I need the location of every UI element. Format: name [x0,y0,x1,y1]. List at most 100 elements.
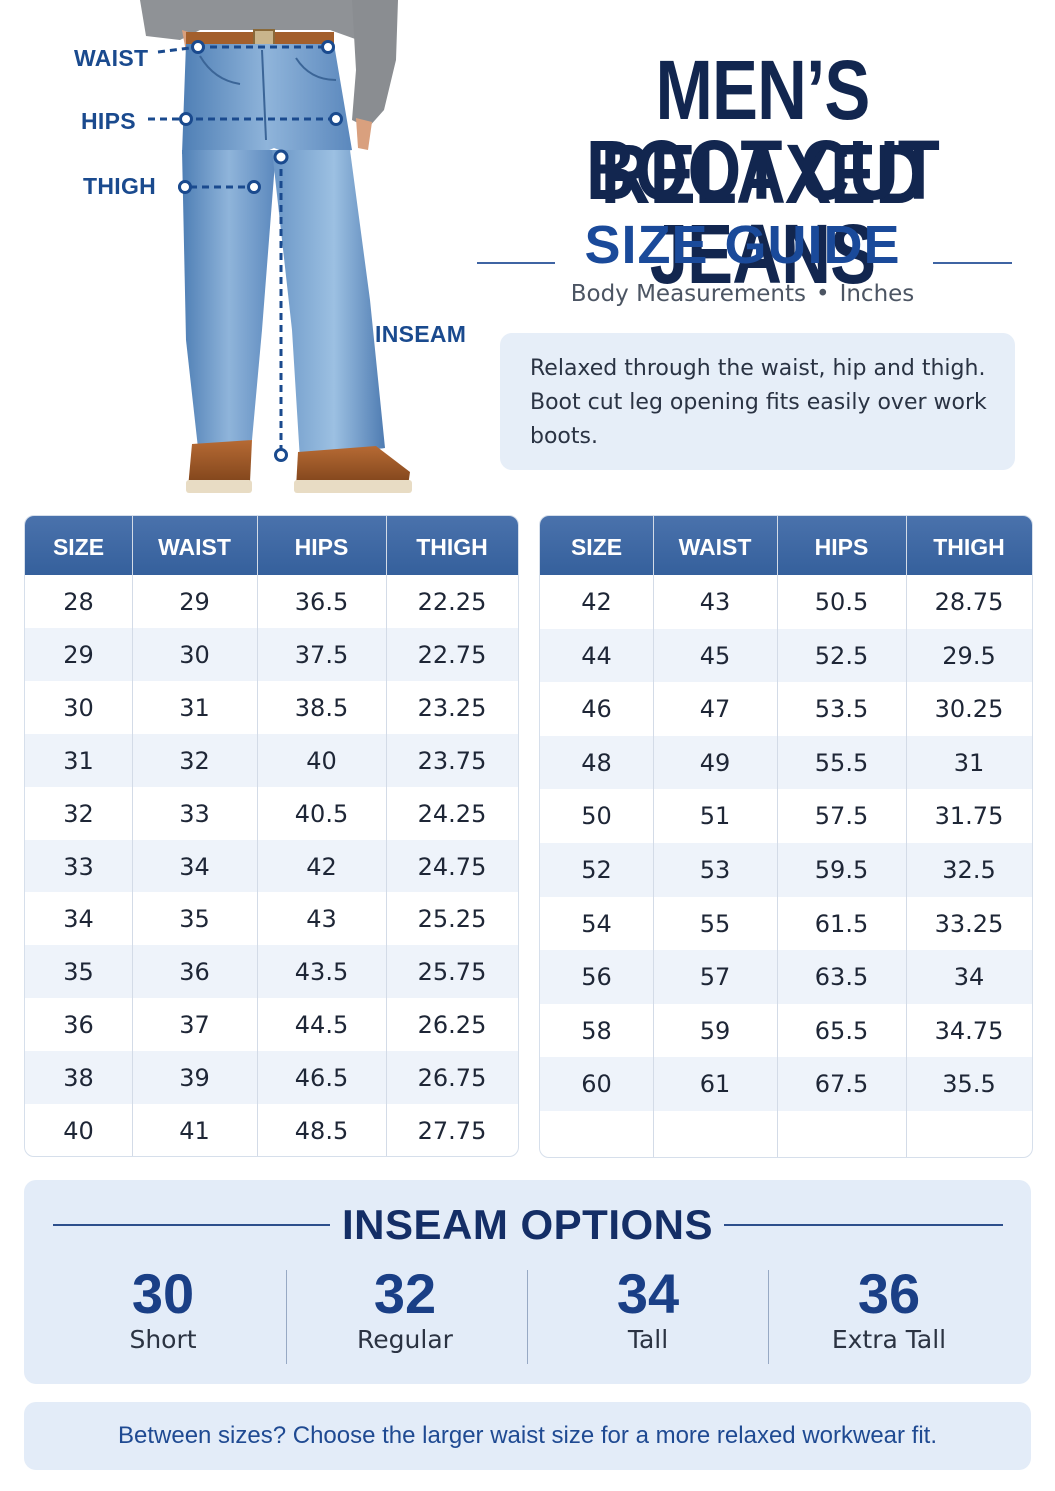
cell-size: 30 [63,693,94,722]
cell-size: 54 [581,909,612,938]
cell-waist: 35 [179,905,210,934]
cell-hips: 63.5 [814,963,869,992]
inseam-value: 30 [131,1262,195,1325]
size-table-left: SIZE WAIST HIPS THIGH 28 29 36.5 22.25 29 30 37.5 2… [24,515,519,1157]
table-row: 31 32 40 23.75 [25,733,518,787]
sizing-tip-text: Between sizes? Choose the larger waist s… [117,1422,938,1449]
table-row: 48 49 55.5 31 [540,735,1032,790]
cell-thigh: 23.75 [417,746,487,775]
cell-thigh: 31 [953,748,985,777]
cell-size: 28 [63,588,94,616]
cell-size: 58 [581,1016,612,1045]
cell-thigh: 32.5 [942,856,996,884]
table-row: 60 61 67.5 35.5 [540,1057,1032,1111]
column-header-thigh: THIGH [416,534,488,560]
cell-hips: 37.5 [294,640,349,669]
cell-size: 32 [63,799,94,828]
inseam-rule-left [53,1224,330,1226]
table-row: 58 59 65.5 34.75 [540,1004,1032,1058]
table-row: 35 36 43.5 25.75 [25,945,518,999]
cell-thigh: 31.75 [934,802,1004,831]
inseam-value: 36 [857,1262,921,1325]
cell-hips: 65.5 [814,1016,869,1045]
cell-size: 35 [63,958,94,987]
table-row: 28 29 36.5 22.25 [25,575,518,628]
cell-size: 52 [581,856,612,884]
thigh-label: THIGH [83,173,157,199]
table-row: 50 51 57.5 31.75 [540,789,1032,843]
cell-thigh: 26.75 [417,1064,487,1093]
units-right: Inches [839,281,915,307]
cell-thigh: 22.25 [417,588,487,616]
cell-waist: 53 [699,856,731,884]
inseam-option-regular: 32 Regular [285,1265,525,1355]
hips-label: HIPS [81,108,136,134]
inseam-divider [768,1270,769,1364]
cell-hips: 57.5 [814,802,869,831]
cell-waist: 49 [699,748,731,777]
cell-thigh: 27.75 [417,1117,487,1145]
cell-size: 46 [581,695,612,724]
cell-size: 50 [581,802,612,831]
cell-waist: 29 [179,588,210,616]
cell-waist: 31 [179,693,210,722]
column-divider [257,516,258,1156]
cell-size: 31 [63,746,94,775]
cell-thigh: 25.75 [417,958,487,987]
column-divider [906,516,907,1157]
cell-size: 38 [63,1064,94,1093]
page-title-line-2: BOOT CUT JEANS [585,123,940,301]
cell-hips: 53.5 [814,695,869,724]
cell-waist: 39 [179,1064,210,1093]
page-title-line-1: MEN’S RELAXED [600,43,925,221]
table-row: 29 30 37.5 22.75 [25,627,518,681]
cell-waist: 55 [699,909,731,938]
cell-thigh: 24.75 [417,852,487,881]
cell-waist: 36 [179,958,210,987]
cell-size: 33 [63,852,94,881]
table-header: SIZE WAIST HIPS THIGH [25,516,518,575]
cell-size: 56 [581,963,612,992]
cell-waist: 37 [179,1011,210,1040]
inseam-label: INSEAM [375,321,467,347]
cell-thigh: 25.25 [417,905,487,934]
column-divider [132,516,133,1156]
column-header-size: SIZE [52,534,105,560]
inseam-option-extra-tall: 36 Extra Tall [769,1262,1009,1355]
cell-waist: 34 [179,852,210,881]
units-separator: • [815,281,830,307]
inseam-divider [286,1270,287,1364]
cell-thigh: 28.75 [934,588,1004,616]
cell-hips: 48.5 [294,1117,349,1145]
table-row: 42 43 50.5 28.75 [540,575,1032,629]
column-header-hips: HIPS [814,534,869,560]
cell-waist: 32 [179,746,210,775]
cell-thigh: 22.75 [417,640,487,669]
sizing-tip-banner: Between sizes? Choose the larger waist s… [24,1402,1031,1470]
cell-size: 36 [63,1011,94,1040]
cell-hips: 67.5 [814,1070,869,1099]
cell-size: 40 [63,1117,94,1145]
cell-thigh: 33.25 [934,909,1004,938]
cell-waist: 41 [179,1117,210,1145]
cell-hips: 43 [306,905,337,934]
inseam-length-label: Short [129,1325,197,1354]
column-divider [386,516,387,1156]
waist-label: WAIST [74,45,149,71]
inseam-value: 34 [616,1262,680,1325]
table-row: 46 47 53.5 30.25 [540,682,1032,736]
inseam-options-panel: INSEAM OPTIONS 30 Short 32 Regular 34 Ta… [24,1180,1031,1384]
inseam-option-short: 30 Short [43,1262,283,1355]
column-divider [653,516,654,1157]
cell-hips: 40 [306,746,337,775]
column-header-hips: HIPS [294,534,349,560]
cell-thigh: 23.25 [417,693,487,722]
inseam-title: INSEAM OPTIONS [341,1201,714,1248]
cell-waist: 30 [179,640,210,669]
cell-waist: 59 [699,1016,731,1045]
page-subtitle: SIZE GUIDE [584,215,901,275]
cell-size: 34 [63,905,94,934]
cell-waist: 61 [699,1070,731,1099]
cell-hips: 59.5 [814,856,869,884]
cell-hips: 46.5 [294,1064,349,1093]
